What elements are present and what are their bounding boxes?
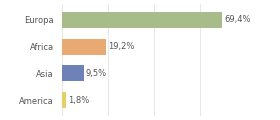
Bar	[62, 65, 83, 81]
Text: 1,8%: 1,8%	[68, 96, 89, 105]
Text: 9,5%: 9,5%	[86, 69, 107, 78]
Bar	[62, 92, 66, 108]
Bar	[62, 39, 106, 55]
Text: 19,2%: 19,2%	[108, 42, 135, 51]
Bar	[62, 12, 222, 28]
Text: 69,4%: 69,4%	[224, 15, 251, 24]
